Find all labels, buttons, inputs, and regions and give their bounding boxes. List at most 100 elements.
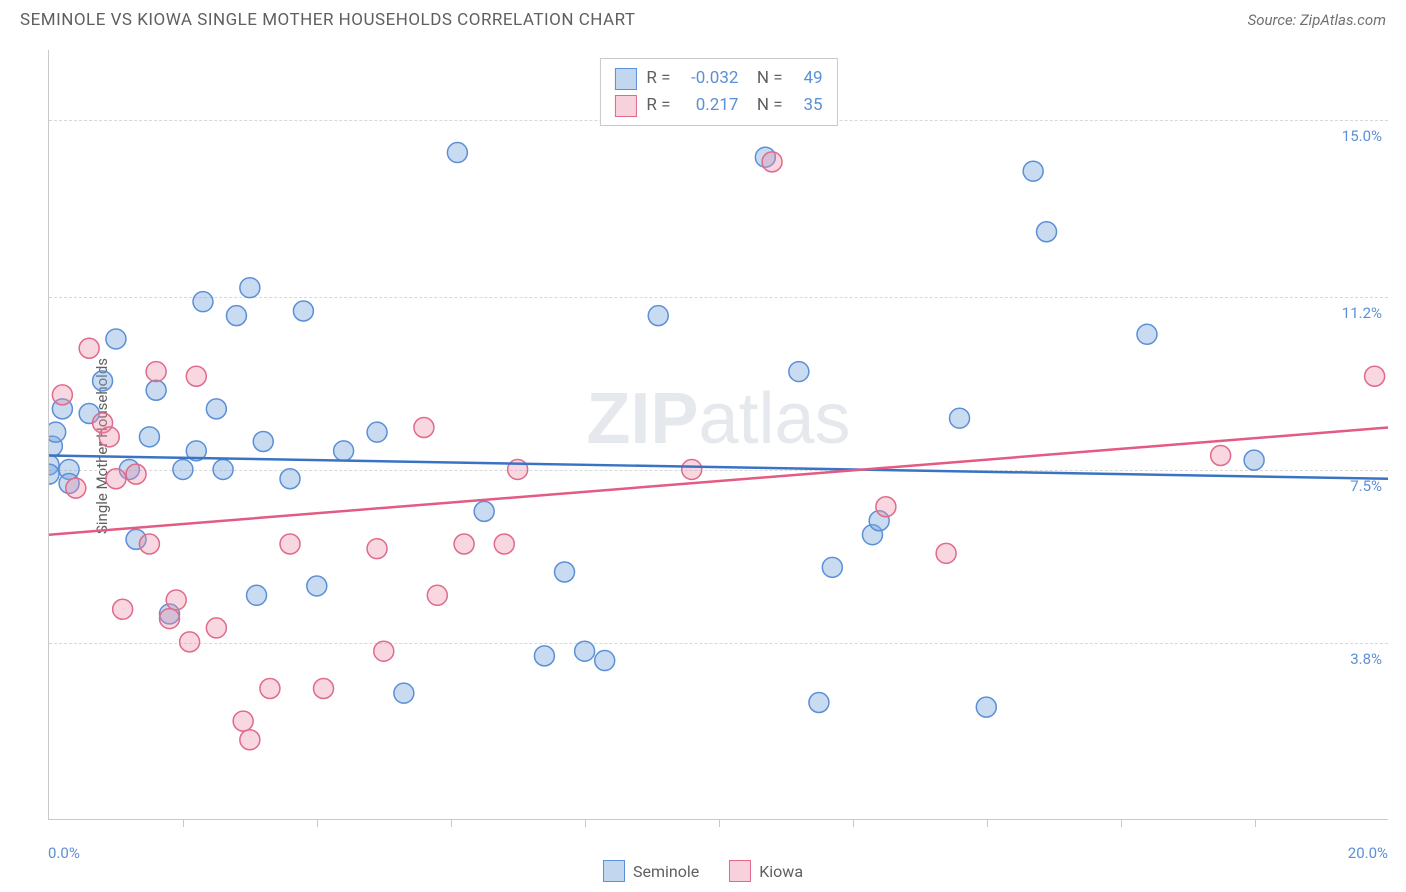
- kiowa-swatch-icon: [729, 860, 751, 882]
- data-point: [876, 497, 896, 517]
- trend-line: [49, 455, 1388, 478]
- data-point: [180, 632, 200, 652]
- legend-item-kiowa: Kiowa: [729, 860, 803, 882]
- x-tick-mark: [1121, 819, 1122, 827]
- seminole-r-value: -0.032: [680, 65, 738, 92]
- data-point: [394, 683, 414, 703]
- data-point: [367, 422, 387, 442]
- data-point: [213, 459, 233, 479]
- data-point: [555, 562, 575, 582]
- x-tick-mark: [317, 819, 318, 827]
- data-point: [240, 278, 260, 298]
- n-label: N =: [748, 92, 782, 119]
- data-point: [166, 590, 186, 610]
- data-point: [280, 534, 300, 554]
- x-tick-mark: [451, 819, 452, 827]
- kiowa-label: Kiowa: [759, 862, 803, 881]
- data-point: [126, 464, 146, 484]
- data-point: [99, 427, 119, 447]
- trend-line: [49, 428, 1388, 535]
- x-tick-mark: [585, 819, 586, 827]
- data-point: [106, 469, 126, 489]
- data-point: [139, 534, 159, 554]
- scatter-svg: [49, 50, 1388, 819]
- data-point: [226, 306, 246, 326]
- data-point: [260, 679, 280, 699]
- data-point: [494, 534, 514, 554]
- data-point: [474, 501, 494, 521]
- chart-title: SEMINOLE VS KIOWA SINGLE MOTHER HOUSEHOL…: [20, 10, 636, 30]
- data-point: [193, 292, 213, 312]
- seminole-swatch-icon: [614, 68, 636, 90]
- data-point: [206, 618, 226, 638]
- plot-area: ZIPatlas R = -0.032 N = 49 R = 0.217 N =…: [48, 50, 1388, 820]
- data-point: [414, 418, 434, 438]
- seminole-label: Seminole: [633, 862, 699, 881]
- r-label: R =: [646, 92, 670, 119]
- data-point: [52, 385, 72, 405]
- data-point: [66, 478, 86, 498]
- x-axis-min-label: 0.0%: [48, 844, 80, 862]
- data-point: [447, 143, 467, 163]
- x-tick-mark: [1255, 819, 1256, 827]
- data-point: [534, 646, 554, 666]
- data-point: [682, 459, 702, 479]
- series-legend: Seminole Kiowa: [603, 860, 803, 882]
- data-point: [233, 711, 253, 731]
- data-point: [49, 422, 66, 442]
- data-point: [367, 539, 387, 559]
- data-point: [1365, 366, 1385, 386]
- data-point: [160, 609, 180, 629]
- data-point: [936, 543, 956, 563]
- data-point: [1137, 324, 1157, 344]
- data-point: [575, 641, 595, 661]
- data-point: [454, 534, 474, 554]
- data-point: [976, 697, 996, 717]
- x-tick-mark: [987, 819, 988, 827]
- data-point: [307, 576, 327, 596]
- data-point: [1244, 450, 1264, 470]
- data-point: [146, 380, 166, 400]
- r-label: R =: [646, 65, 670, 92]
- x-tick-mark: [719, 819, 720, 827]
- data-point: [950, 408, 970, 428]
- data-point: [314, 679, 334, 699]
- data-point: [240, 730, 260, 750]
- chart-source: Source: ZipAtlas.com: [1248, 11, 1386, 29]
- legend-row-seminole: R = -0.032 N = 49: [614, 65, 822, 92]
- data-point: [822, 557, 842, 577]
- legend-row-kiowa: R = 0.217 N = 35: [614, 92, 822, 119]
- y-tick-label: 3.8%: [1350, 650, 1390, 668]
- data-point: [789, 362, 809, 382]
- data-point: [93, 371, 113, 391]
- legend-item-seminole: Seminole: [603, 860, 699, 882]
- data-point: [762, 152, 782, 172]
- kiowa-r-value: 0.217: [680, 92, 738, 119]
- data-point: [1023, 161, 1043, 181]
- kiowa-swatch-icon: [614, 95, 636, 117]
- seminole-swatch-icon: [603, 860, 625, 882]
- data-point: [427, 585, 447, 605]
- kiowa-n-value: 35: [793, 92, 823, 119]
- chart-header: SEMINOLE VS KIOWA SINGLE MOTHER HOUSEHOL…: [0, 0, 1406, 38]
- data-point: [247, 585, 267, 605]
- n-label: N =: [748, 65, 782, 92]
- x-axis-max-label: 20.0%: [1348, 844, 1388, 862]
- data-point: [293, 301, 313, 321]
- data-point: [280, 469, 300, 489]
- data-point: [1037, 222, 1057, 242]
- data-point: [374, 641, 394, 661]
- data-point: [186, 366, 206, 386]
- data-point: [253, 432, 273, 452]
- y-tick-label: 11.2%: [1342, 304, 1390, 322]
- data-point: [648, 306, 668, 326]
- y-tick-label: 7.5%: [1350, 477, 1390, 495]
- seminole-n-value: 49: [793, 65, 823, 92]
- data-point: [206, 399, 226, 419]
- x-tick-mark: [853, 819, 854, 827]
- data-point: [334, 441, 354, 461]
- data-point: [595, 651, 615, 671]
- correlation-legend: R = -0.032 N = 49 R = 0.217 N = 35: [599, 58, 837, 126]
- data-point: [79, 338, 99, 358]
- data-point: [139, 427, 159, 447]
